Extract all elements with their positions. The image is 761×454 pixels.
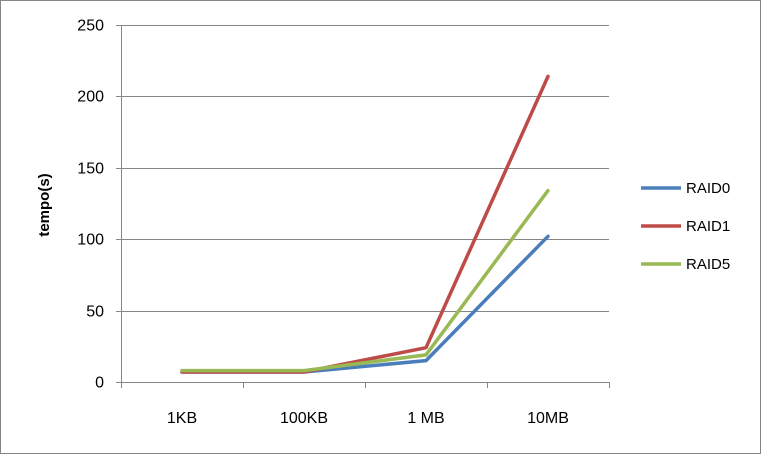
y-axis-title: tempo(s) bbox=[36, 173, 53, 236]
y-tick-label: 150 bbox=[77, 161, 104, 178]
x-tick-label: 1KB bbox=[167, 410, 197, 427]
y-tick-label: 0 bbox=[95, 375, 104, 392]
y-tick-label: 250 bbox=[77, 18, 104, 35]
series-line-raid5 bbox=[180, 188, 550, 373]
x-tick-label: 100KB bbox=[280, 410, 328, 427]
y-tick-labels: 0 50 100 150 200 250 bbox=[77, 18, 104, 392]
legend-label-raid5: RAID5 bbox=[686, 256, 730, 273]
x-tick-label: 10MB bbox=[527, 410, 569, 427]
x-tick-label: 1 MB bbox=[407, 410, 444, 427]
series-line-raid1 bbox=[180, 74, 550, 374]
legend-label-raid0: RAID0 bbox=[686, 180, 730, 197]
x-tick-labels: 1KB 100KB 1 MB 10MB bbox=[167, 410, 569, 427]
axes bbox=[116, 25, 610, 388]
gridlines bbox=[121, 25, 609, 312]
legend-label-raid1: RAID1 bbox=[686, 218, 730, 235]
series-line-raid0 bbox=[180, 234, 550, 374]
y-tick-label: 50 bbox=[86, 304, 104, 321]
legend: RAID0 RAID1 RAID5 bbox=[641, 180, 730, 273]
series-lines bbox=[180, 74, 550, 374]
y-tick-label: 200 bbox=[77, 89, 104, 106]
y-tick-label: 100 bbox=[77, 232, 104, 249]
